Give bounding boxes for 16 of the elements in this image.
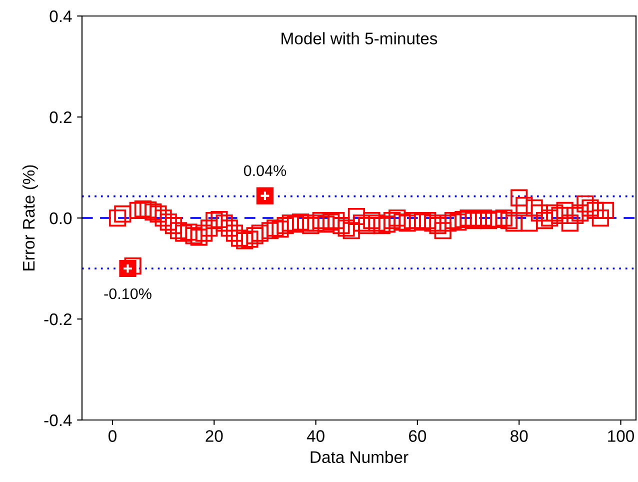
- x-tick-label: 100: [608, 430, 634, 442]
- y-tick-label: 0.0: [50, 212, 72, 224]
- y-tick-label: -0.2: [44, 313, 72, 326]
- y-tick-label: 0.4: [50, 10, 72, 22]
- y-axis-title: Error Rate (%): [22, 165, 38, 270]
- x-tick-label: 40: [306, 430, 324, 442]
- y-tick-label: 0.2: [50, 111, 72, 124]
- x-tick-label: 20: [206, 430, 223, 442]
- annotation: -0.10%: [104, 288, 152, 300]
- annotation: 0.04%: [244, 165, 286, 176]
- x-tick-label: 60: [409, 430, 426, 442]
- x-tick-label: 0: [108, 430, 116, 442]
- text: Model with 5-minutes: [282, 32, 438, 44]
- y-tick-label: -0.4: [44, 414, 72, 426]
- x-axis-title: Data Number: [310, 450, 408, 464]
- x-tick-label: 80: [510, 430, 528, 442]
